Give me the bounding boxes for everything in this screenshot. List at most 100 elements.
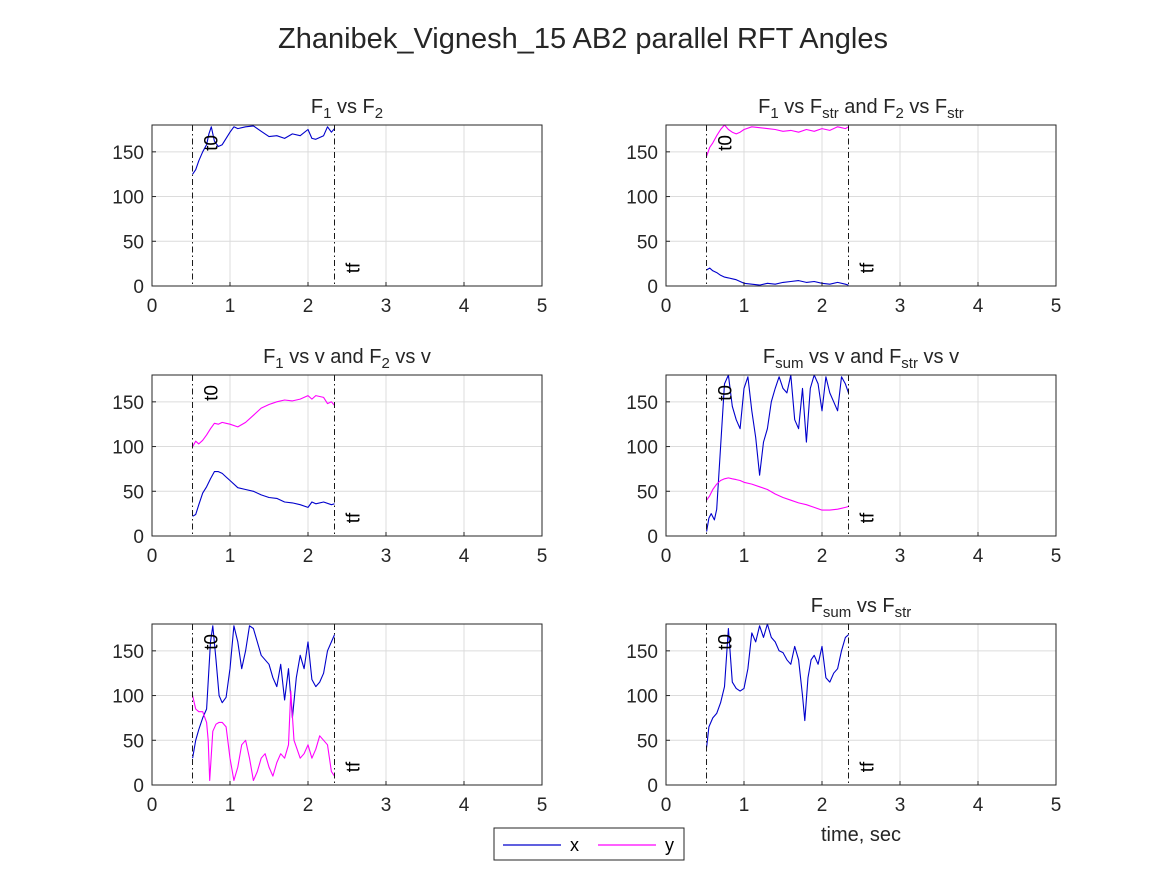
legend-label-x: x [570, 835, 579, 855]
tick-label-x: 0 [147, 795, 158, 816]
title-subscript: str [947, 105, 964, 122]
tick-label-y: 0 [133, 527, 144, 548]
legend-box [493, 827, 685, 861]
title-text: and F [839, 96, 896, 118]
tick-label-y: 0 [133, 277, 144, 298]
title-text: vs F [851, 595, 894, 617]
tick-label-y: 150 [112, 642, 144, 663]
tick-label-y: 50 [637, 482, 658, 503]
marker-label-t0: t0 [716, 385, 737, 401]
tick-label-y: 0 [133, 776, 144, 797]
marker-label-tf: tf [858, 512, 879, 523]
axes-box [151, 124, 543, 287]
x-axis-label: time, sec [821, 824, 901, 846]
tick-label-x: 1 [225, 795, 236, 816]
figure-title: Zhanibek_Vignesh_15 AB2 parallel RFT Ang… [278, 23, 888, 55]
tick-label-y: 0 [647, 277, 658, 298]
series-line-y [192, 395, 335, 447]
tick-label-x: 4 [459, 546, 470, 567]
title-subscript: sum [823, 604, 851, 621]
marker-label-tf: tf [344, 761, 365, 772]
tick-label-x: 4 [973, 795, 984, 816]
subplot-title: F1 vs Fstr and F2 vs Fstr [758, 96, 964, 122]
tick-label-x: 3 [895, 546, 906, 567]
subplot-title: F1 vs F2 [311, 96, 383, 122]
tick-label-y: 0 [647, 527, 658, 548]
title-subscript: str [822, 105, 839, 122]
tick-label-y: 50 [123, 232, 144, 253]
title-subscript: 2 [381, 355, 389, 372]
series-line-y [706, 124, 849, 157]
axes-box [665, 124, 1057, 287]
subplot-title: Fsum vs v and Fstr vs v [763, 346, 959, 372]
marker-label-tf: tf [858, 761, 879, 772]
series-line-x [706, 623, 849, 748]
tick-label-x: 4 [459, 795, 470, 816]
title-text: vs F [904, 96, 947, 118]
legend: x y [493, 827, 685, 861]
tick-label-x: 1 [225, 296, 236, 317]
title-text: vs v and F [284, 346, 382, 368]
tick-label-x: 0 [147, 296, 158, 317]
marker-label-tf: tf [858, 262, 879, 273]
marker-label-t0: t0 [202, 135, 223, 151]
title-subscript: str [895, 604, 912, 621]
tick-label-x: 3 [381, 795, 392, 816]
tick-label-y: 150 [626, 393, 658, 414]
title-subscript: 1 [770, 105, 778, 122]
tick-label-y: 150 [626, 642, 658, 663]
tick-label-x: 2 [303, 795, 314, 816]
axes-box [151, 374, 543, 537]
legend-label-y: y [665, 835, 674, 855]
title-text: vs v [390, 346, 431, 368]
marker-label-t0: t0 [202, 385, 223, 401]
title-text: F [758, 96, 770, 118]
marker-label-t0: t0 [202, 634, 223, 650]
tick-label-y: 0 [647, 776, 658, 797]
tick-label-x: 5 [1051, 296, 1062, 317]
title-text: F [811, 595, 823, 617]
tick-label-x: 5 [537, 296, 548, 317]
title-text: F [263, 346, 275, 368]
title-text: F [763, 346, 775, 368]
tick-label-x: 4 [973, 546, 984, 567]
marker-label-t0: t0 [716, 135, 737, 151]
title-text: vs v and F [803, 346, 901, 368]
title-subscript: sum [775, 355, 803, 372]
title-text: F [311, 96, 323, 118]
tick-label-x: 0 [661, 546, 672, 567]
tick-label-x: 5 [537, 546, 548, 567]
tick-label-x: 4 [973, 296, 984, 317]
subplot-title: F1 vs v and F2 vs v [263, 346, 431, 372]
tick-label-x: 2 [303, 546, 314, 567]
title-subscript: 2 [375, 105, 383, 122]
tick-label-y: 50 [123, 482, 144, 503]
tick-label-x: 3 [895, 795, 906, 816]
tick-label-x: 5 [537, 795, 548, 816]
tick-label-y: 150 [112, 143, 144, 164]
axes-box [151, 623, 543, 786]
tick-label-x: 1 [225, 546, 236, 567]
tick-label-y: 50 [123, 731, 144, 752]
series-line-y [192, 690, 335, 782]
tick-label-x: 0 [661, 296, 672, 317]
tick-label-x: 5 [1051, 546, 1062, 567]
marker-label-tf: tf [344, 262, 365, 273]
series-line-x [706, 374, 850, 532]
tick-label-y: 50 [637, 731, 658, 752]
tick-label-x: 2 [817, 546, 828, 567]
title-subscript: 1 [275, 355, 283, 372]
title-subscript: 2 [895, 105, 903, 122]
title-subscript: 1 [323, 105, 331, 122]
axes-box [665, 374, 1057, 537]
tick-label-x: 3 [381, 546, 392, 567]
tick-label-x: 1 [739, 546, 750, 567]
tick-label-y: 100 [112, 687, 144, 708]
tick-label-x: 2 [303, 296, 314, 317]
tick-label-y: 150 [112, 393, 144, 414]
